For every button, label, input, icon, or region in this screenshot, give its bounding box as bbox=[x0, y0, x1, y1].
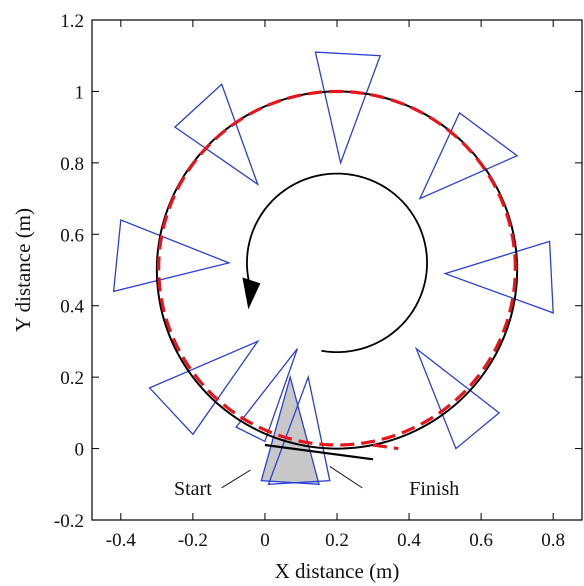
axis-labels: X distance (m) Y distance (m) bbox=[11, 208, 399, 583]
y-tick-label: 0.6 bbox=[60, 225, 84, 246]
finish-cone-outline bbox=[267, 374, 331, 486]
reference-tail-segment bbox=[372, 443, 399, 451]
start-label: Start bbox=[174, 478, 212, 500]
y-tick-label: 0.2 bbox=[60, 368, 84, 389]
sensor-cone-5 bbox=[235, 348, 299, 443]
plot-frame bbox=[91, 19, 583, 521]
y-tick-label: 1 bbox=[75, 82, 85, 103]
sensor-cone-4 bbox=[414, 346, 501, 450]
axes: -0.4 -0.2 0 0.2 0.4 0.6 0.8 -0.2 0 0.2 0.4 0.6 0.8 1 1… bbox=[54, 11, 583, 551]
y-tick-label: 0 bbox=[75, 440, 85, 461]
x-tick-label: 0.2 bbox=[325, 530, 349, 551]
x-tick-label: -0.4 bbox=[106, 530, 137, 551]
sensor-cone-7 bbox=[112, 219, 232, 293]
sensor-cone-6 bbox=[148, 339, 260, 436]
sensor-cone-1 bbox=[314, 51, 382, 166]
plot-area: Start Finish bbox=[112, 51, 554, 500]
sensor-cone-3 bbox=[443, 240, 554, 314]
sensor-cone-8 bbox=[173, 83, 259, 186]
direction-arrowhead bbox=[242, 277, 261, 310]
start-pointer-line bbox=[221, 469, 251, 489]
y-tick-label: -0.2 bbox=[54, 511, 84, 532]
x-axis-title: X distance (m) bbox=[275, 559, 400, 583]
x-tick-label: 0.8 bbox=[541, 530, 565, 551]
finish-pointer-line bbox=[329, 466, 363, 489]
start-finish-segment bbox=[264, 443, 374, 461]
x-tick-label: -0.2 bbox=[178, 530, 208, 551]
finish-label: Finish bbox=[409, 478, 459, 500]
measured-trajectory-line bbox=[155, 90, 519, 450]
x-tick-label: 0.6 bbox=[469, 530, 493, 551]
y-axis-title: Y distance (m) bbox=[11, 208, 35, 332]
sensor-cone-2 bbox=[418, 111, 519, 200]
y-tick-label: 1.2 bbox=[60, 11, 84, 32]
y-tick-label: 0.8 bbox=[60, 154, 84, 175]
reference-trajectory-line bbox=[157, 89, 517, 447]
x-tick-label: 0.4 bbox=[397, 530, 421, 551]
y-tick-label: 0.4 bbox=[60, 297, 84, 318]
direction-arrow-arc bbox=[246, 172, 428, 354]
x-tick-label: 0 bbox=[260, 530, 270, 551]
